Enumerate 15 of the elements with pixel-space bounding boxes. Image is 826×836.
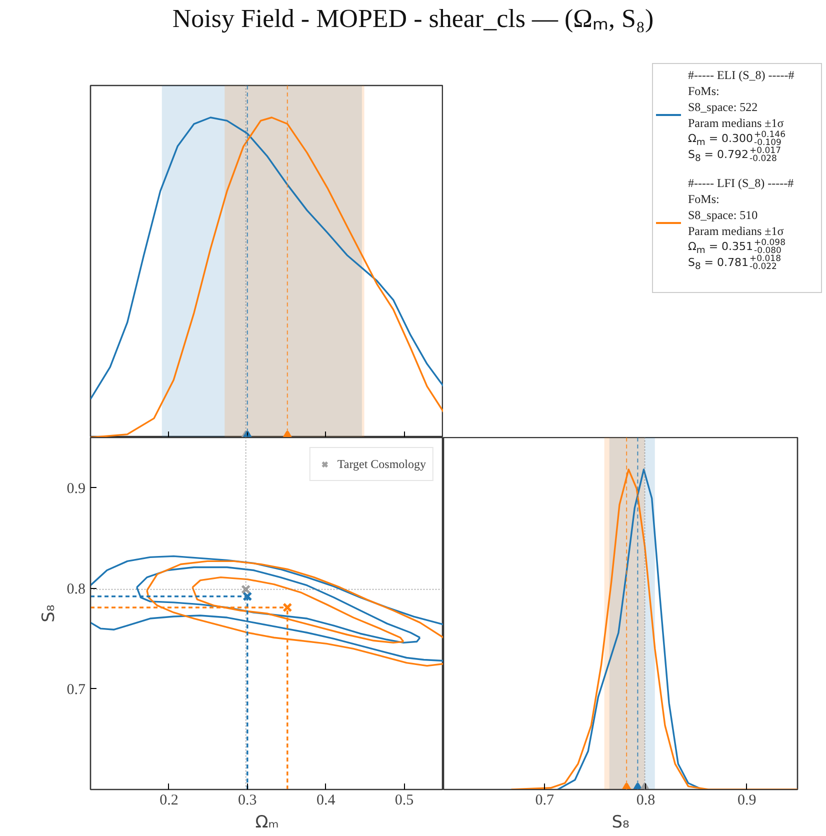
legend-label: Target Cosmology	[337, 456, 426, 472]
x-tick-label: 0.2	[160, 792, 178, 808]
x-axis-title: Ωₘ	[255, 812, 279, 832]
x-tick-label: 0.3	[238, 792, 257, 808]
x-tick-label: 0.4	[316, 792, 336, 808]
x-tick-label: 0.8	[636, 792, 656, 808]
y-tick-label: 0.7	[66, 682, 86, 698]
chart-title: Noisy Field - MOPED - shear_cls — (Ωₘ, S₈)	[171, 3, 655, 35]
y-tick-label: 0.8	[66, 581, 86, 598]
y-axis-title: S₈	[38, 604, 59, 622]
x-axis-title: S₈	[612, 812, 630, 832]
x-tick-label: 0.7	[535, 792, 555, 808]
x-tick-label: 0.9	[738, 792, 756, 808]
x-tick-label: 0.5	[394, 792, 414, 808]
y-tick-label: 0.9	[66, 480, 86, 497]
